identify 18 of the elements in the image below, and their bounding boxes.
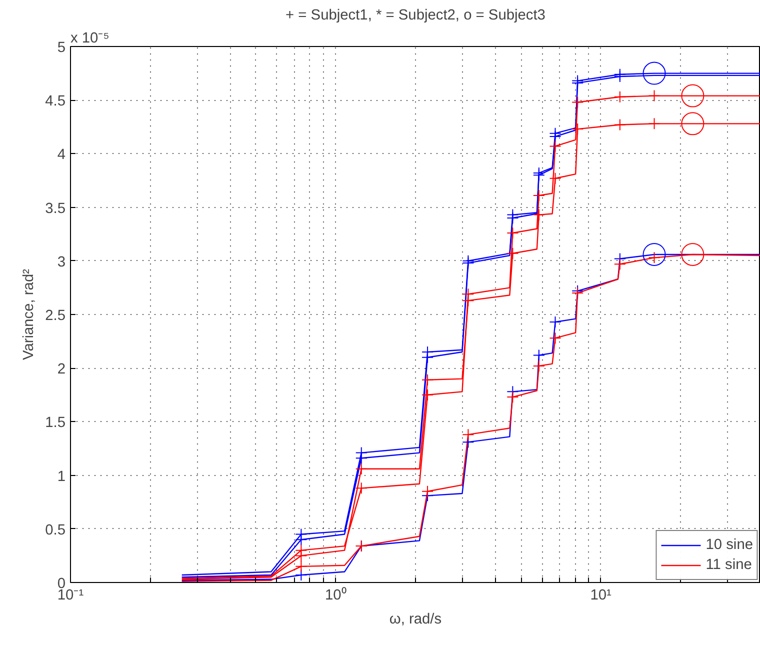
y-tick-label: 3 — [57, 254, 66, 270]
x-tick-label: 10¹ — [590, 588, 612, 604]
x-tick-label: 10⁰ — [325, 586, 346, 604]
y-tick-label: 3.5 — [45, 200, 66, 217]
y-tick-label: 1.5 — [45, 415, 66, 432]
y-tick-label: 1 — [57, 468, 66, 485]
y-tick-label: 4.5 — [45, 94, 66, 110]
text: x 10⁻⁵ — [70, 30, 110, 46]
chart-title: + = Subject1, * = Subject2, o = Subject3 — [286, 8, 546, 24]
legend-label: 11 sine — [706, 557, 752, 573]
y-tick-label: 0.5 — [45, 522, 66, 538]
y-axis-title: Variance, rad² — [21, 268, 38, 360]
y-tick-label: 5 — [57, 40, 66, 56]
y-tick-label: 2 — [57, 362, 66, 378]
x-axis-title: ω, rad/s — [389, 612, 442, 628]
legend-label: 10 sine — [706, 537, 753, 553]
y-tick-label: 2.5 — [45, 308, 66, 324]
y-tick-label: 4 — [57, 147, 66, 164]
